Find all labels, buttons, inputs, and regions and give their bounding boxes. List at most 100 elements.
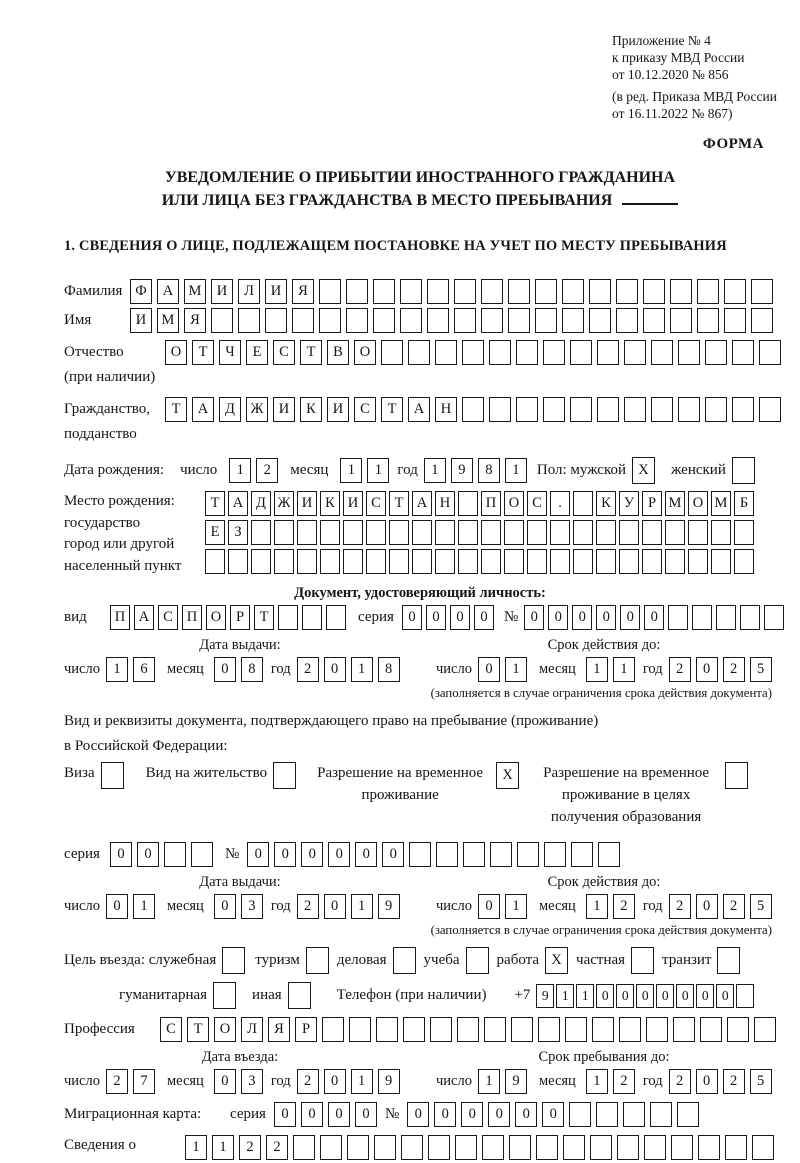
char-cell[interactable] <box>724 308 746 333</box>
char-cell[interactable]: 0 <box>695 894 718 919</box>
char-cell[interactable]: 0 <box>401 605 422 630</box>
char-cell[interactable]: И <box>211 279 233 304</box>
char-cell[interactable]: 0 <box>488 1102 511 1127</box>
char-cell[interactable]: 0 <box>355 842 378 867</box>
char-cell[interactable]: А <box>408 397 430 422</box>
char-cell[interactable] <box>711 549 731 574</box>
char-cell[interactable] <box>265 308 287 333</box>
char-cell[interactable] <box>573 520 593 545</box>
char-cell[interactable]: 3 <box>240 894 263 919</box>
char-cell[interactable] <box>392 947 416 974</box>
char-cell[interactable] <box>623 1102 646 1127</box>
char-cell[interactable]: С <box>354 397 376 422</box>
char-cell[interactable] <box>677 1102 700 1127</box>
char-cell[interactable]: 0 <box>105 894 128 919</box>
char-cell[interactable] <box>651 340 673 365</box>
char-cell[interactable] <box>734 520 754 545</box>
char-cell[interactable]: Ж <box>246 397 268 422</box>
char-cell[interactable]: 2 <box>256 458 279 483</box>
char-cell[interactable] <box>527 549 547 574</box>
char-cell[interactable]: X <box>545 947 569 974</box>
char-cell[interactable] <box>428 1135 450 1160</box>
char-cell[interactable] <box>320 1135 342 1160</box>
char-cell[interactable]: П <box>481 491 501 516</box>
char-cell[interactable]: 8 <box>240 657 263 682</box>
char-cell[interactable]: 2 <box>296 894 319 919</box>
char-cell[interactable] <box>462 340 484 365</box>
char-cell[interactable] <box>389 549 409 574</box>
char-cell[interactable] <box>489 397 511 422</box>
char-cell[interactable]: 0 <box>323 1069 346 1094</box>
char-cell[interactable]: 0 <box>572 605 593 630</box>
char-cell[interactable]: 0 <box>213 894 236 919</box>
char-cell[interactable]: 1 <box>423 458 446 483</box>
char-cell[interactable]: 0 <box>136 842 159 867</box>
char-cell[interactable] <box>688 520 708 545</box>
char-cell[interactable]: 0 <box>247 842 270 867</box>
char-cell[interactable] <box>644 1135 666 1160</box>
char-cell[interactable]: 2 <box>722 1069 745 1094</box>
char-cell[interactable]: Я <box>184 308 206 333</box>
char-cell[interactable]: 1 <box>132 894 155 919</box>
char-cell[interactable]: 0 <box>449 605 470 630</box>
char-cell[interactable] <box>465 947 489 974</box>
char-cell[interactable]: 0 <box>213 657 236 682</box>
char-cell[interactable]: 0 <box>407 1102 430 1127</box>
char-cell[interactable]: 9 <box>450 458 473 483</box>
char-cell[interactable] <box>538 1017 560 1042</box>
char-cell[interactable] <box>764 605 785 630</box>
char-cell[interactable]: 1 <box>212 1135 234 1160</box>
char-cell[interactable] <box>550 549 570 574</box>
char-cell[interactable]: Б <box>734 491 754 516</box>
char-cell[interactable]: 1 <box>185 1135 207 1160</box>
char-cell[interactable] <box>251 520 271 545</box>
char-cell[interactable]: 0 <box>616 983 634 1008</box>
char-cell[interactable]: 2 <box>722 894 745 919</box>
char-cell[interactable]: 1 <box>367 458 390 483</box>
char-cell[interactable]: 9 <box>536 983 554 1008</box>
char-cell[interactable] <box>297 549 317 574</box>
char-cell[interactable]: 0 <box>425 605 446 630</box>
char-cell[interactable] <box>190 842 213 867</box>
char-cell[interactable]: 7 <box>132 1069 155 1094</box>
char-cell[interactable]: К <box>596 491 616 516</box>
char-cell[interactable]: 0 <box>328 842 351 867</box>
char-cell[interactable] <box>100 762 124 789</box>
char-cell[interactable] <box>670 308 692 333</box>
char-cell[interactable]: П <box>182 605 202 630</box>
char-cell[interactable]: 0 <box>620 605 641 630</box>
char-cell[interactable] <box>592 1017 614 1042</box>
char-cell[interactable]: Т <box>187 1017 209 1042</box>
char-cell[interactable]: 0 <box>636 983 654 1008</box>
char-cell[interactable] <box>381 340 403 365</box>
char-cell[interactable] <box>751 279 773 304</box>
char-cell[interactable] <box>511 1017 533 1042</box>
char-cell[interactable]: 0 <box>434 1102 457 1127</box>
char-cell[interactable]: У <box>619 491 639 516</box>
char-cell[interactable] <box>374 1135 396 1160</box>
char-cell[interactable] <box>213 982 237 1009</box>
char-cell[interactable]: Р <box>230 605 250 630</box>
char-cell[interactable]: П <box>110 605 130 630</box>
char-cell[interactable]: К <box>320 491 340 516</box>
char-cell[interactable] <box>598 842 621 867</box>
char-cell[interactable]: А <box>192 397 214 422</box>
char-cell[interactable] <box>427 308 449 333</box>
char-cell[interactable]: 0 <box>656 983 674 1008</box>
char-cell[interactable] <box>597 397 619 422</box>
char-cell[interactable]: Ч <box>219 340 241 365</box>
char-cell[interactable] <box>631 947 655 974</box>
char-cell[interactable]: В <box>327 340 349 365</box>
char-cell[interactable]: Н <box>435 491 455 516</box>
char-cell[interactable]: 2 <box>296 657 319 682</box>
char-cell[interactable] <box>366 549 386 574</box>
char-cell[interactable]: 0 <box>542 1102 565 1127</box>
char-cell[interactable] <box>573 549 593 574</box>
char-cell[interactable] <box>624 397 646 422</box>
char-cell[interactable] <box>373 308 395 333</box>
char-cell[interactable]: 5 <box>749 894 772 919</box>
char-cell[interactable]: Д <box>251 491 271 516</box>
char-cell[interactable] <box>725 1135 747 1160</box>
char-cell[interactable] <box>435 549 455 574</box>
char-cell[interactable]: Р <box>642 491 662 516</box>
